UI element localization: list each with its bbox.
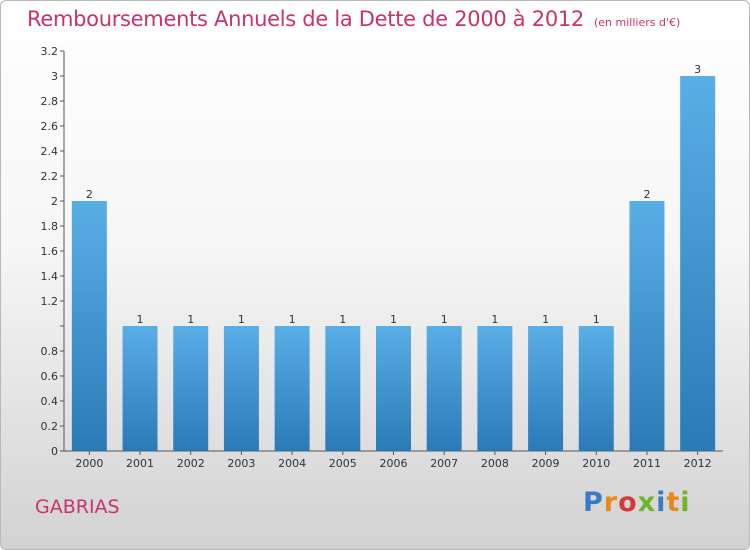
x-tick-label-2010: 2010	[582, 457, 610, 470]
y-tick-label: 1.8	[41, 220, 59, 233]
bar-2010	[578, 326, 614, 451]
y-tick-label: 2.6	[41, 120, 59, 133]
x-tick-label-2012: 2012	[684, 457, 712, 470]
x-tick-label-2000: 2000	[75, 457, 103, 470]
x-tick-label-2006: 2006	[380, 457, 408, 470]
x-tick-label-2009: 2009	[532, 457, 560, 470]
y-tick-label: 0.2	[41, 420, 59, 433]
y-tick-label: 1.2	[41, 295, 59, 308]
value-label-2003: 1	[238, 313, 245, 326]
bar-2012	[680, 76, 716, 451]
value-label-2011: 2	[643, 188, 650, 201]
value-label-2007: 1	[441, 313, 448, 326]
bar-2008	[477, 326, 513, 451]
x-tick-label-2005: 2005	[329, 457, 357, 470]
title-text: Remboursements Annuels de la Dette de 20…	[27, 7, 584, 31]
value-label-2000: 2	[86, 188, 93, 201]
x-tick-label-2003: 2003	[227, 457, 255, 470]
commune-name: GABRIAS	[35, 496, 120, 518]
y-ticks: 0 0.2 0.4 0.6 0.8 1.2 1.4 1.6 1.8 2 2.2 2.4 2.6 2.8 3 3…	[41, 45, 64, 458]
y-tick-label: 0	[51, 445, 58, 458]
bar-2005	[325, 326, 361, 451]
value-label-2006: 1	[390, 313, 397, 326]
bar-2006	[376, 326, 411, 451]
x-tick-label-2004: 2004	[278, 457, 306, 470]
chart-title: Remboursements Annuels de la Dette de 20…	[27, 7, 680, 31]
y-tick-label: 1.6	[41, 245, 59, 258]
y-tick-label: 0.6	[41, 370, 59, 383]
bar-2011	[629, 201, 665, 451]
labels: 2 2000 1 2001 1 2002 1 2003 1 2004 1 2005 1 2006 1 2007…	[75, 63, 711, 470]
value-label-2005: 1	[339, 313, 346, 326]
value-label-2012: 3	[694, 63, 701, 76]
x-tick-label-2008: 2008	[481, 457, 509, 470]
value-label-2010: 1	[593, 313, 600, 326]
y-tick-label: 2.4	[41, 145, 59, 158]
value-label-2009: 1	[542, 313, 549, 326]
value-label-2002: 1	[187, 313, 194, 326]
value-label-2008: 1	[491, 313, 498, 326]
proxiti-logo: Proxiti	[583, 487, 691, 518]
y-tick-label: 2.8	[41, 95, 59, 108]
title-unit: (en milliers d'€)	[594, 16, 681, 29]
bar-2003	[223, 326, 259, 451]
x-tick-label-2011: 2011	[633, 457, 661, 470]
value-label-2004: 1	[289, 313, 296, 326]
bars	[71, 76, 716, 451]
value-label-2001: 1	[137, 313, 144, 326]
y-tick-label: 2.2	[41, 170, 59, 183]
y-tick-label: 2	[51, 195, 58, 208]
bar-2001	[122, 326, 158, 451]
y-tick-label: 0.4	[41, 395, 59, 408]
bar-2002	[173, 326, 209, 451]
y-tick-label: 3	[51, 70, 58, 83]
y-tick-label: 0.8	[41, 345, 59, 358]
x-tick-label-2002: 2002	[177, 457, 205, 470]
bar-2007	[426, 326, 462, 451]
bar-2000	[71, 201, 107, 451]
bar-2004	[274, 326, 310, 451]
x-tick-label-2007: 2007	[430, 457, 458, 470]
y-tick-label: 1.4	[41, 270, 59, 283]
x-tick-label-2001: 2001	[126, 457, 154, 470]
y-tick-label: 3.2	[41, 45, 59, 58]
bar-2009	[528, 326, 564, 451]
